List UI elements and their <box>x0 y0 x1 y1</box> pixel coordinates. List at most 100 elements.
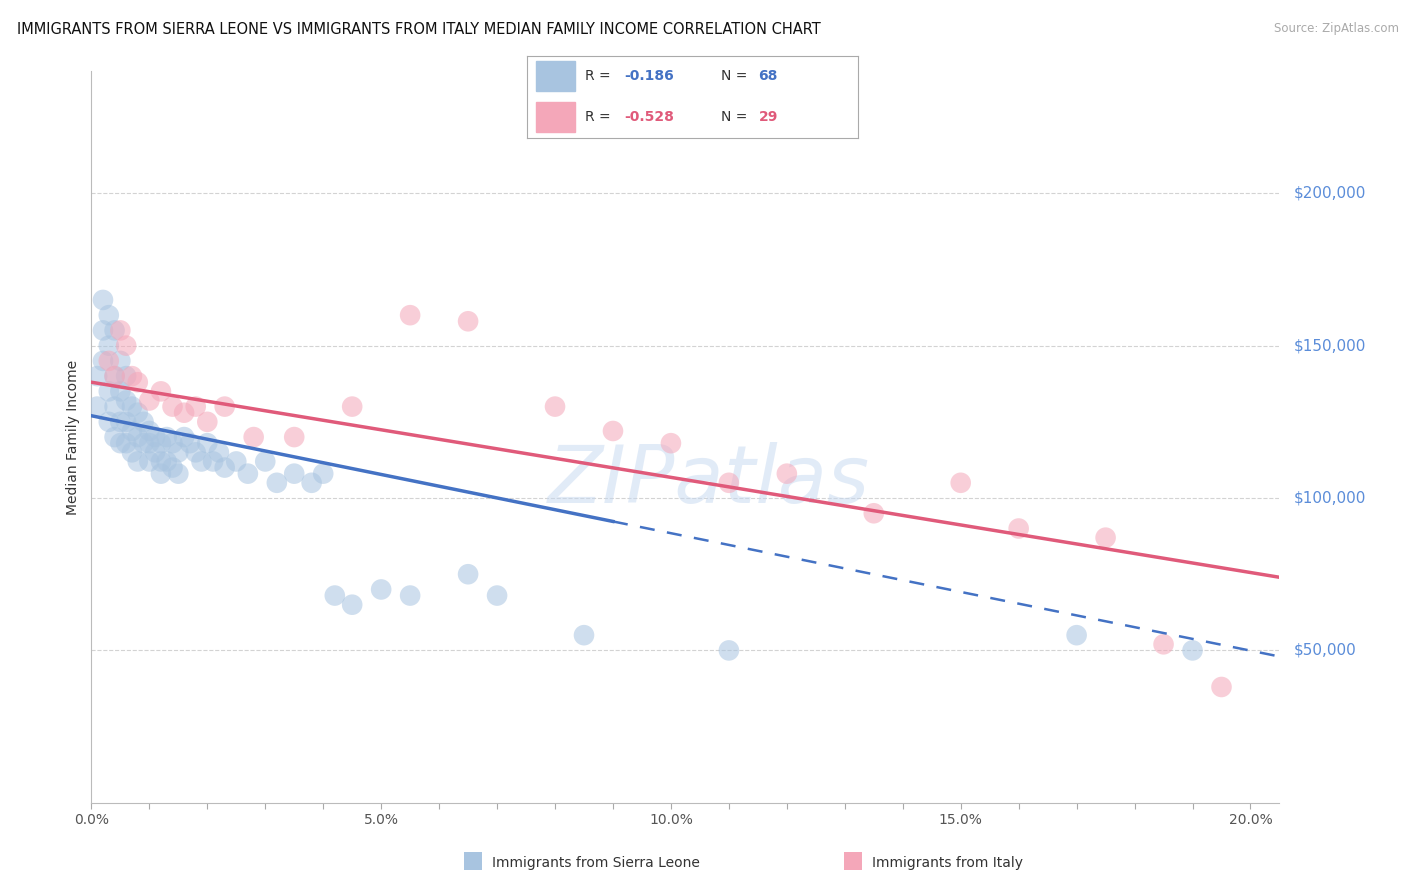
Point <box>225 454 247 468</box>
Point <box>214 400 236 414</box>
Point <box>195 436 218 450</box>
Point <box>162 460 184 475</box>
Text: ZIPatlas: ZIPatlas <box>548 442 870 520</box>
Point <box>127 430 149 444</box>
Point <box>110 436 132 450</box>
Point <box>457 567 479 582</box>
Point <box>86 400 108 414</box>
Point <box>254 454 277 468</box>
Point <box>214 460 236 475</box>
Point <box>862 506 884 520</box>
Point <box>1181 643 1204 657</box>
Point <box>86 369 108 384</box>
Point <box>127 376 149 390</box>
Text: R =: R = <box>585 69 614 83</box>
Point <box>1008 521 1031 535</box>
Point <box>127 454 149 468</box>
Point <box>486 589 509 603</box>
Point <box>162 400 184 414</box>
Text: $200,000: $200,000 <box>1294 186 1365 201</box>
Point <box>132 415 155 429</box>
Point <box>132 436 155 450</box>
Point <box>138 424 160 438</box>
Y-axis label: Median Family Income: Median Family Income <box>66 359 80 515</box>
Point <box>399 308 422 322</box>
Point <box>236 467 259 481</box>
Point <box>115 393 138 408</box>
Point <box>149 436 172 450</box>
Point <box>179 436 201 450</box>
Point <box>173 430 195 444</box>
Point <box>659 436 682 450</box>
Point <box>1066 628 1088 642</box>
Point <box>143 430 166 444</box>
Point <box>370 582 392 597</box>
Text: Immigrants from Italy: Immigrants from Italy <box>872 855 1022 870</box>
Point <box>121 369 143 384</box>
Text: Source: ZipAtlas.com: Source: ZipAtlas.com <box>1274 22 1399 36</box>
Point <box>138 454 160 468</box>
Text: R =: R = <box>585 110 614 124</box>
Text: -0.528: -0.528 <box>624 110 675 124</box>
Point <box>544 400 567 414</box>
Point <box>1211 680 1233 694</box>
Point <box>323 589 346 603</box>
Point <box>195 415 218 429</box>
Point <box>283 430 305 444</box>
Point <box>717 643 740 657</box>
Text: N =: N = <box>720 69 751 83</box>
Point <box>1153 637 1175 651</box>
Point <box>173 406 195 420</box>
Text: $100,000: $100,000 <box>1294 491 1365 506</box>
Point <box>110 323 132 337</box>
Point <box>340 400 363 414</box>
Point <box>127 406 149 420</box>
Point <box>602 424 624 438</box>
Text: Immigrants from Sierra Leone: Immigrants from Sierra Leone <box>492 855 700 870</box>
Point <box>103 369 125 384</box>
Point <box>167 445 190 459</box>
Point <box>97 354 120 368</box>
Text: N =: N = <box>720 110 751 124</box>
Text: -0.186: -0.186 <box>624 69 675 83</box>
Point <box>97 308 120 322</box>
Point <box>143 445 166 459</box>
Point <box>149 454 172 468</box>
Point <box>202 454 225 468</box>
Point <box>399 589 422 603</box>
Point <box>457 314 479 328</box>
Bar <box>536 103 575 132</box>
Point <box>110 384 132 399</box>
Point <box>121 424 143 438</box>
Point <box>776 467 799 481</box>
Point <box>184 400 207 414</box>
Point <box>149 384 172 399</box>
Point <box>190 454 212 468</box>
Point <box>115 369 138 384</box>
Point <box>91 354 114 368</box>
Point <box>121 445 143 459</box>
Point <box>266 475 288 490</box>
Point <box>115 436 138 450</box>
Point <box>301 475 323 490</box>
Point <box>138 393 160 408</box>
Point <box>110 354 132 368</box>
Text: IMMIGRANTS FROM SIERRA LEONE VS IMMIGRANTS FROM ITALY MEDIAN FAMILY INCOME CORRE: IMMIGRANTS FROM SIERRA LEONE VS IMMIGRAN… <box>17 22 821 37</box>
Point <box>110 415 132 429</box>
Point <box>167 467 190 481</box>
Point <box>156 454 179 468</box>
Point <box>103 323 125 337</box>
Point <box>949 475 972 490</box>
Point <box>97 415 120 429</box>
Point <box>97 384 120 399</box>
Point <box>162 436 184 450</box>
Point <box>242 430 264 444</box>
Point <box>156 430 179 444</box>
Point <box>103 400 125 414</box>
Point <box>91 323 114 337</box>
Text: 68: 68 <box>759 69 778 83</box>
Point <box>115 338 138 352</box>
Point <box>184 445 207 459</box>
Text: $150,000: $150,000 <box>1294 338 1365 353</box>
Point <box>208 445 231 459</box>
